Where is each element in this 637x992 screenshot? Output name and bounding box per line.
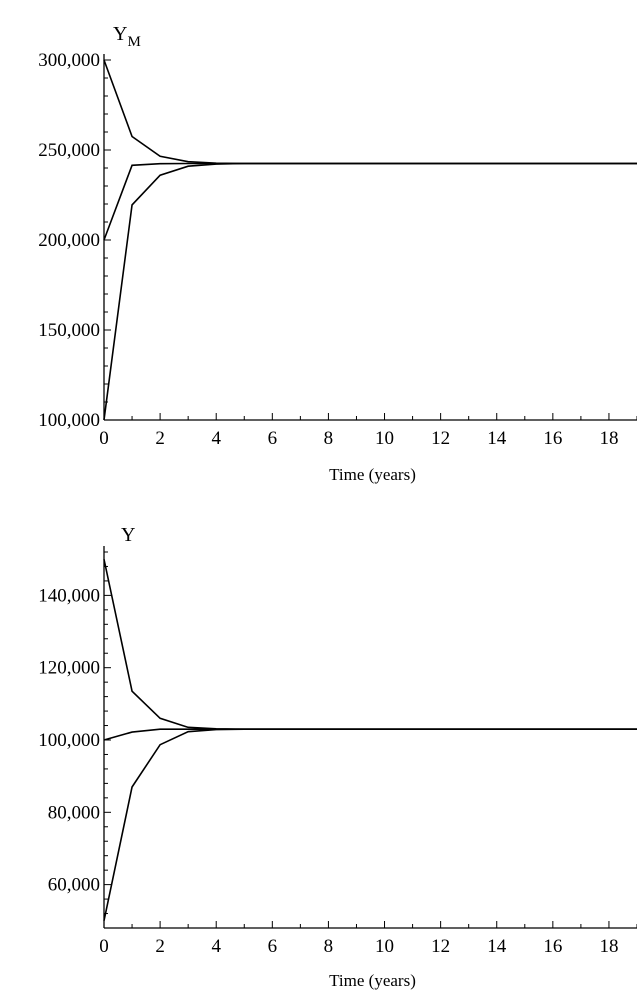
- x-tick-label: 2: [155, 936, 165, 957]
- y-tick-label: 150,000: [38, 320, 100, 341]
- y-axis-title-subscript: M: [127, 34, 140, 50]
- y-axis-title: Y: [121, 524, 135, 546]
- x-tick-label: 8: [324, 428, 334, 449]
- x-tick-label: 10: [375, 936, 394, 957]
- series-line-2: [103, 728, 637, 741]
- y-tick-label: 140,000: [38, 585, 100, 606]
- y-tick-label: 300,000: [38, 50, 100, 71]
- y-tick-label: 120,000: [38, 658, 100, 679]
- y-tick-label: 60,000: [48, 875, 100, 896]
- x-axis-title: Time (years): [329, 971, 416, 990]
- y-tick-label: 200,000: [38, 230, 100, 251]
- series-line-1: [103, 559, 637, 730]
- series-line-2: [103, 162, 637, 241]
- x-tick-label: 14: [487, 936, 507, 957]
- x-tick-label: 4: [211, 428, 221, 449]
- x-tick-label: 6: [268, 936, 278, 957]
- y-axis-title-main: Y: [113, 23, 127, 45]
- y-axis-title-main: Y: [121, 524, 135, 546]
- x-tick-label: 10: [375, 428, 394, 449]
- x-axis-title: Time (years): [329, 465, 416, 484]
- series-line-1: [103, 59, 637, 165]
- x-tick-label: 16: [543, 936, 562, 957]
- chart-y-panel: 0 2 4 6 8 10 12 14 16 18 60,000 80,000 100,000 120,00…: [38, 524, 637, 990]
- x-tick-label: 0: [99, 428, 109, 449]
- y-tick-label: 100,000: [38, 410, 100, 431]
- x-tick-label: 8: [324, 936, 334, 957]
- x-tick-label: 0: [99, 936, 109, 957]
- x-tick-label: 2: [155, 428, 165, 449]
- x-tick-label: 18: [599, 428, 618, 449]
- series-line-3: [103, 162, 637, 421]
- x-tick-label: 14: [487, 428, 507, 449]
- x-tick-label: 12: [431, 428, 450, 449]
- y-tick-label: 100,000: [38, 730, 100, 751]
- x-tick-label: 16: [543, 428, 562, 449]
- y-axis-title: YM: [113, 23, 141, 50]
- series-line-3: [103, 728, 637, 921]
- y-tick-label: 80,000: [48, 802, 100, 823]
- x-tick-label: 12: [431, 936, 450, 957]
- y-tick-label: 250,000: [38, 140, 100, 161]
- x-tick-label: 18: [599, 936, 618, 957]
- chart-ym-panel: 0 2 4 6 8 10 12 14 16 18 100,000 150,000 200,000 250,…: [38, 23, 637, 484]
- x-tick-label: 4: [211, 936, 221, 957]
- x-tick-label: 6: [268, 428, 278, 449]
